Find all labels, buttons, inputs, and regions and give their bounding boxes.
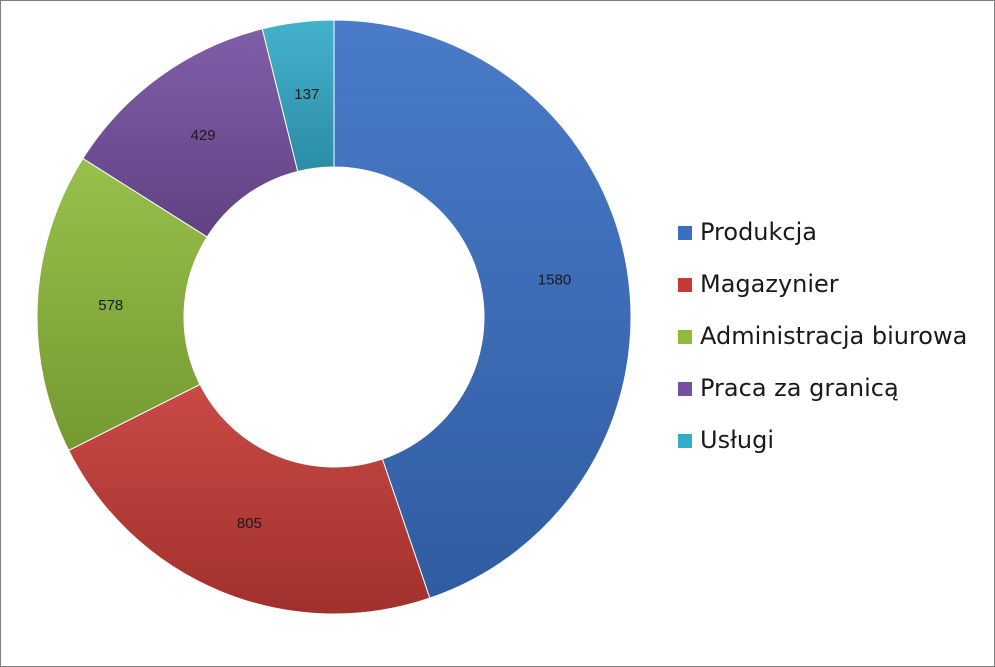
data-labels-group: 1580 805 578 429 137 [98, 86, 571, 532]
slice-uslugi [261, 19, 335, 173]
slices-group [36, 19, 632, 615]
legend-label-praca-za-granica: Praca za granicą [700, 374, 899, 402]
data-label-uslugi: 137 [294, 86, 319, 103]
legend-item-administracja-biurowa: Administracja biurowa [678, 322, 967, 350]
slice-produkcja [333, 19, 632, 599]
legend-label-uslugi: Usługi [700, 426, 774, 454]
slice-magazynier [68, 383, 431, 615]
legend-item-magazynier: Magazynier [678, 270, 839, 298]
legend-label-administracja-biurowa: Administracja biurowa [700, 322, 967, 350]
data-label-administracja-biurowa: 578 [98, 297, 123, 314]
legend: Produkcja Magazynier Administracja biurowa… [678, 218, 967, 454]
legend-item-praca-za-granica: Praca za granicą [678, 374, 899, 402]
legend-item-uslugi: Usługi [678, 426, 774, 454]
legend-swatch-praca-za-granica [678, 382, 692, 396]
legend-swatch-produkcja [678, 226, 692, 240]
legend-item-produkcja: Produkcja [678, 218, 817, 246]
legend-swatch-uslugi [678, 434, 692, 448]
data-label-magazynier: 805 [237, 515, 262, 532]
legend-swatch-administracja-biurowa [678, 330, 692, 344]
legend-label-magazynier: Magazynier [700, 270, 839, 298]
legend-label-produkcja: Produkcja [700, 218, 817, 246]
data-label-produkcja: 1580 [538, 271, 571, 288]
slice-administracja-biurowa [36, 157, 208, 452]
data-label-praca-za-granica: 429 [191, 127, 216, 144]
legend-swatch-magazynier [678, 278, 692, 292]
